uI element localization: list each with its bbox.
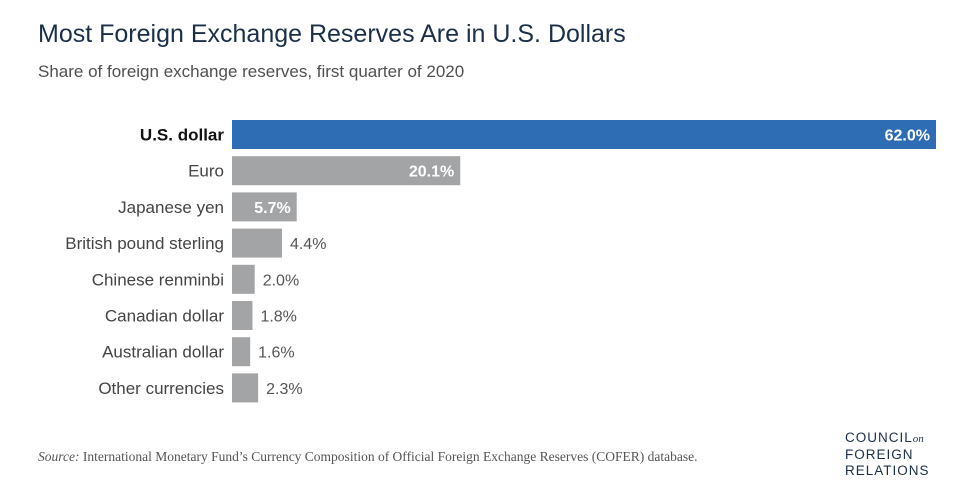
category-label: Japanese yen <box>118 198 224 217</box>
category-label: British pound sterling <box>65 234 224 253</box>
logo-line2: FOREIGN <box>845 447 914 462</box>
bar-other-currencies <box>232 373 259 403</box>
value-label: 1.6% <box>258 345 294 362</box>
bar-u-s-dollar <box>232 120 936 149</box>
category-label: Canadian dollar <box>105 307 224 326</box>
bar-british-pound-sterling <box>232 228 282 258</box>
value-label: 1.8% <box>260 309 296 326</box>
source-note: Source: International Monetary Fund’s Cu… <box>38 449 697 465</box>
chart-title: Most Foreign Exchange Reserves Are in U.… <box>38 20 626 48</box>
source-label: Source: <box>38 449 80 464</box>
value-label: 5.7% <box>254 200 290 217</box>
source-text: International Monetary Fund’s Currency C… <box>82 449 698 464</box>
logo-on: on <box>912 433 924 445</box>
value-label: 62.0% <box>885 128 930 145</box>
chart-subtitle: Share of foreign exchange reserves, firs… <box>38 62 465 81</box>
category-label: Australian dollar <box>102 343 224 362</box>
category-label: Chinese renminbi <box>92 270 224 289</box>
category-label: U.S. dollar <box>140 126 224 145</box>
cfr-logo: COUNCILon FOREIGN RELATIONS <box>845 430 930 479</box>
bar-chart: U.S. dollar 62.0% Euro 20.1% Japanese yen 5.7… <box>65 120 936 403</box>
bar-australian-dollar <box>232 337 251 367</box>
value-label: 4.4% <box>290 236 326 253</box>
bar-canadian-dollar <box>232 301 253 330</box>
bar-chinese-renminbi <box>232 264 255 294</box>
bar-euro <box>232 156 461 186</box>
value-label: 2.0% <box>263 272 299 289</box>
logo-line1: COUNCIL <box>845 430 913 445</box>
value-label: 20.1% <box>409 164 454 181</box>
category-label: Other currencies <box>98 379 224 398</box>
logo-line3: RELATIONS <box>845 463 930 478</box>
category-label: Euro <box>188 162 224 181</box>
bar-japanese-yen <box>232 192 297 222</box>
value-label: 2.3% <box>266 381 302 398</box>
